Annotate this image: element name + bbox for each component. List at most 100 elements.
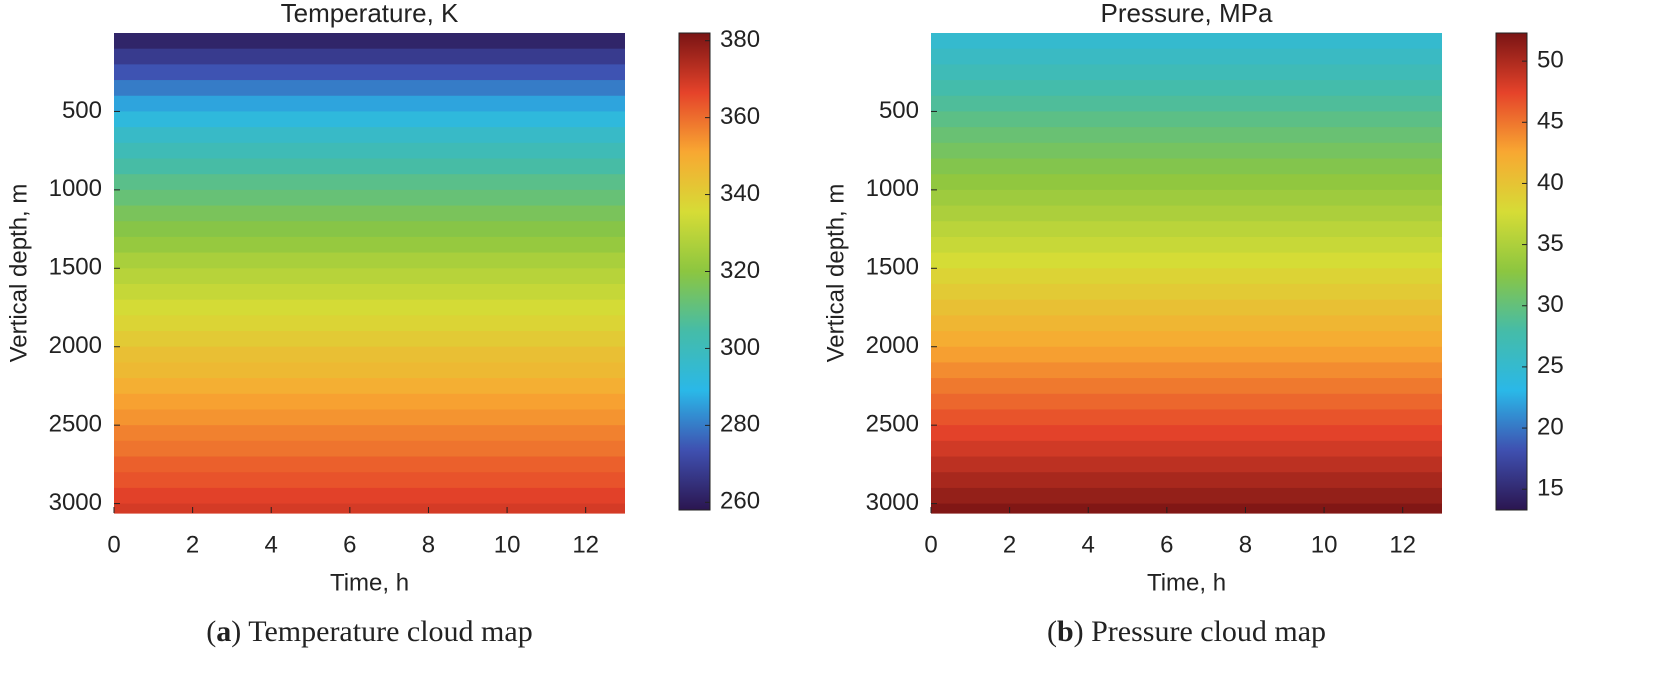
- heat-band: [114, 142, 625, 160]
- x-tick-label: 12: [572, 531, 599, 558]
- heat-band: [931, 331, 1442, 348]
- x-tick-label: 4: [265, 531, 278, 558]
- x-tick-label: 10: [494, 531, 521, 558]
- y-tick-label: 3000: [866, 489, 919, 516]
- heat-band: [931, 472, 1442, 489]
- colorbar-tick-label: 45: [1537, 108, 1564, 135]
- colorbar-tick-label: 25: [1537, 352, 1564, 379]
- chart-title: Pressure, MPa: [1101, 0, 1273, 28]
- heat-band: [931, 189, 1442, 207]
- heat-band: [931, 48, 1442, 65]
- caption-part: b: [1057, 615, 1074, 648]
- y-tick-label: 2500: [49, 411, 102, 438]
- heat-band: [114, 299, 625, 316]
- y-tick-label: 1500: [49, 254, 102, 281]
- heat-band: [931, 142, 1442, 160]
- y-tick-label: 2000: [866, 332, 919, 359]
- colorbar-tick-label: 280: [720, 411, 760, 438]
- y-tick-label: 3000: [49, 489, 102, 516]
- x-tick-label: 2: [1003, 531, 1016, 558]
- y-axis-label: Vertical depth, m: [822, 184, 849, 363]
- y-tick-label: 1000: [866, 175, 919, 202]
- colorbar-tick-label: 260: [720, 488, 760, 515]
- colorbar-tick-label: 30: [1537, 291, 1564, 318]
- heat-band: [931, 503, 1442, 514]
- heat-band: [931, 252, 1442, 269]
- heat-band: [114, 158, 625, 175]
- heat-band: [931, 362, 1442, 379]
- heat-band: [114, 80, 625, 97]
- heat-band: [931, 315, 1442, 332]
- heat-band: [931, 80, 1442, 97]
- heat-band: [114, 205, 625, 222]
- heat-band: [114, 362, 625, 379]
- x-tick-label: 12: [1389, 531, 1416, 558]
- heat-band: [114, 48, 625, 65]
- heat-band: [931, 221, 1442, 238]
- y-tick-label: 2500: [866, 411, 919, 438]
- colorbar: [1495, 32, 1528, 511]
- y-tick-label: 500: [62, 97, 102, 124]
- chart-title: Temperature, K: [281, 0, 459, 28]
- heat-band: [931, 127, 1442, 144]
- heat-band: [931, 111, 1442, 128]
- heat-band: [931, 174, 1442, 191]
- heat-band: [114, 95, 625, 113]
- heat-band: [114, 425, 625, 442]
- heat-band: [931, 409, 1442, 426]
- heat-band: [931, 487, 1442, 505]
- colorbar-tick-label: 35: [1537, 230, 1564, 257]
- heat-band: [114, 440, 625, 458]
- heat-band: [114, 472, 625, 489]
- heat-band: [114, 378, 625, 395]
- heat-band: [931, 440, 1442, 458]
- heat-band: [114, 236, 625, 254]
- x-tick-label: 0: [107, 531, 120, 558]
- heat-band: [931, 378, 1442, 395]
- x-tick-label: 6: [1160, 531, 1173, 558]
- x-tick-label: 10: [1311, 531, 1338, 558]
- caption-part: ) Pressure cloud map: [1074, 615, 1326, 648]
- heat-band: [931, 393, 1442, 411]
- heat-band: [114, 221, 625, 238]
- heat-band: [114, 283, 625, 301]
- colorbar-tick-label: 360: [720, 103, 760, 130]
- heat-band: [931, 95, 1442, 113]
- colorbar-tick-label: 15: [1537, 475, 1564, 502]
- colorbar-tick-label: 40: [1537, 169, 1564, 196]
- x-tick-label: 8: [422, 531, 435, 558]
- caption-part: (: [206, 615, 216, 648]
- heat-band: [114, 127, 625, 144]
- colorbar-tick-label: 20: [1537, 413, 1564, 440]
- x-tick-label: 2: [186, 531, 199, 558]
- x-axis-label: Time, h: [1147, 569, 1226, 596]
- y-axis-label: Vertical depth, m: [5, 184, 32, 363]
- colorbar-tick-label: 320: [720, 257, 760, 284]
- heat-band: [114, 346, 625, 364]
- x-axis-label: Time, h: [330, 569, 409, 596]
- heat-band: [931, 346, 1442, 364]
- colorbar-tick-label: 50: [1537, 46, 1564, 73]
- heat-band: [114, 487, 625, 505]
- heat-band: [931, 64, 1442, 81]
- heat-band: [114, 409, 625, 426]
- heat-band: [931, 268, 1442, 285]
- heat-band: [114, 268, 625, 285]
- heat-band: [931, 299, 1442, 316]
- caption: (a) Temperature cloud map: [206, 615, 532, 648]
- heat-band: [931, 236, 1442, 254]
- y-tick-label: 500: [879, 97, 919, 124]
- caption-part: (: [1047, 615, 1057, 648]
- heat-band: [114, 189, 625, 207]
- y-tick-label: 1500: [866, 254, 919, 281]
- heat-band: [114, 393, 625, 411]
- heat-band: [931, 425, 1442, 442]
- heat-band: [114, 64, 625, 81]
- heat-band: [114, 33, 625, 50]
- x-tick-label: 4: [1082, 531, 1095, 558]
- heat-band: [931, 205, 1442, 222]
- x-tick-label: 0: [924, 531, 937, 558]
- heat-band: [114, 252, 625, 269]
- y-tick-label: 2000: [49, 332, 102, 359]
